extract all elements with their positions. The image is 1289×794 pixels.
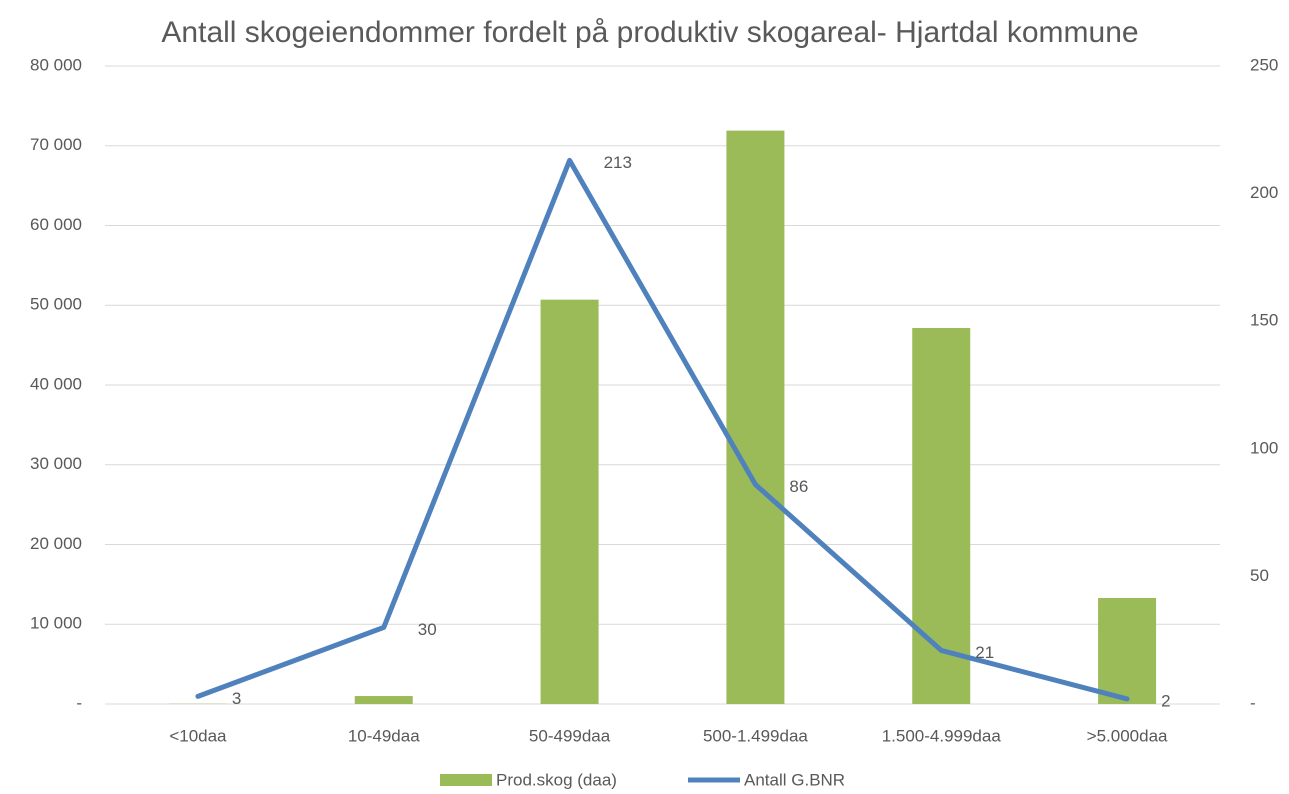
x-tick-label: 10-49daa: [348, 726, 420, 745]
x-tick-label: 500-1.499daa: [703, 726, 808, 745]
legend-label: Prod.skog (daa): [496, 770, 617, 789]
bar: [726, 130, 785, 704]
bar: [354, 696, 413, 704]
y2-tick-label: 50: [1250, 566, 1269, 585]
line-series: [195, 157, 1130, 702]
y-tick-label: 60 000: [30, 215, 82, 234]
y-tick-label: -: [76, 693, 82, 712]
legend-label: Antall G.BNR: [744, 770, 845, 789]
x-tick-label: >5.000daa: [1087, 726, 1168, 745]
legend-swatch: [440, 774, 492, 786]
data-label: 30: [418, 620, 437, 639]
y2-tick-label: 250: [1250, 55, 1278, 74]
y-tick-label: 40 000: [30, 374, 82, 393]
y2-tick-label: -: [1250, 693, 1256, 712]
data-label: 2: [1161, 691, 1170, 710]
y2-tick-label: 100: [1250, 438, 1278, 457]
bar: [1098, 598, 1157, 704]
data-label: 21: [975, 643, 994, 662]
bar: [540, 299, 599, 704]
x-tick-label: 1.500-4.999daa: [882, 726, 1002, 745]
x-tick-label: 50-499daa: [529, 726, 611, 745]
y-tick-label: 30 000: [30, 454, 82, 473]
y-tick-label: 20 000: [30, 534, 82, 553]
y2-tick-label: 200: [1250, 183, 1278, 202]
y-tick-label: 10 000: [30, 614, 82, 633]
data-label: 86: [789, 477, 808, 496]
y-tick-label: 80 000: [30, 55, 82, 74]
bar: [912, 327, 971, 704]
chart-title: Antall skogeiendommer fordelt på produkt…: [161, 16, 1139, 49]
x-tick-label: <10daa: [169, 726, 227, 745]
y-tick-label: 70 000: [30, 135, 82, 154]
y2-tick-label: 150: [1250, 311, 1278, 330]
data-label: 3: [232, 689, 241, 708]
y-tick-label: 50 000: [30, 295, 82, 314]
data-label: 213: [604, 153, 632, 172]
